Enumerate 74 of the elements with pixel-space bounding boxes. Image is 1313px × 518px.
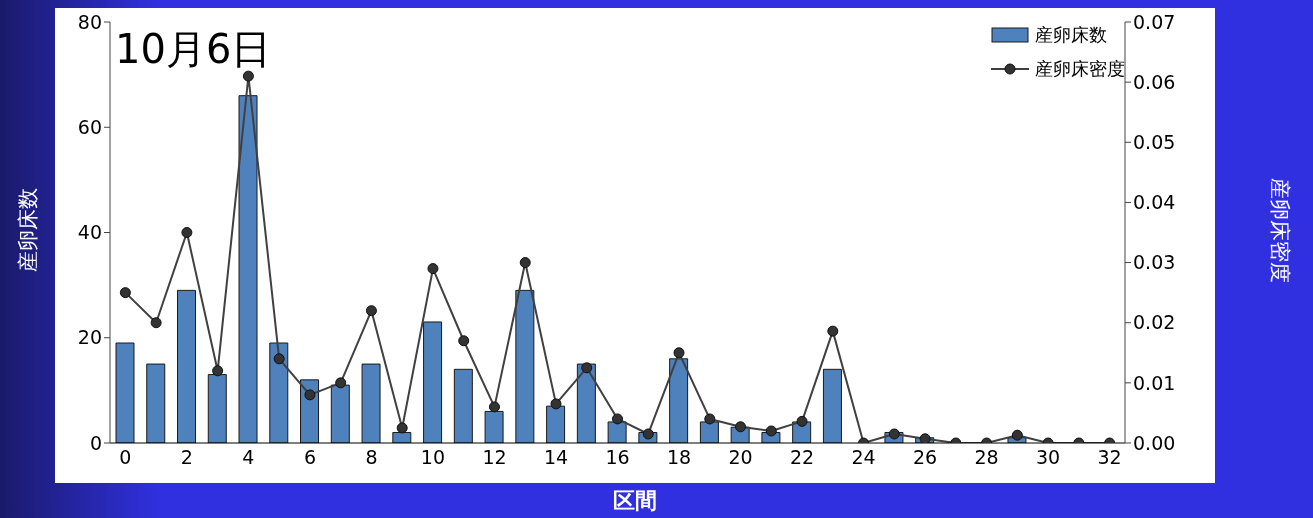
x-tick-label: 12 <box>482 446 507 469</box>
x-tick-label: 14 <box>543 446 569 469</box>
bar <box>822 368 842 443</box>
x-tick-label: 6 <box>303 446 316 469</box>
y-tick-label: 20 <box>77 326 102 349</box>
y-axis-title: 産卵床数 <box>15 188 41 272</box>
x-tick-label: 26 <box>912 446 938 469</box>
point <box>273 353 285 365</box>
point <box>704 413 716 425</box>
point <box>396 422 408 434</box>
bar <box>146 363 166 443</box>
point <box>765 425 777 437</box>
point <box>427 263 439 275</box>
point <box>488 401 500 413</box>
y-tick-label: 0 <box>89 431 102 454</box>
x-tick-label: 30 <box>1036 446 1061 469</box>
y2-tick-label: 0.04 <box>1133 191 1176 214</box>
point <box>119 287 131 299</box>
x-tick-label: 18 <box>666 446 692 469</box>
bar <box>177 289 197 443</box>
x-tick-label: 28 <box>974 446 999 469</box>
x-tick-label: 22 <box>789 446 815 469</box>
point <box>181 227 193 238</box>
point <box>642 428 654 440</box>
point <box>827 325 839 337</box>
point <box>212 365 224 377</box>
y2-tick-label: 0.07 <box>1133 10 1176 33</box>
y2-tick-label: 0.06 <box>1133 70 1176 93</box>
bar <box>361 363 381 443</box>
point <box>458 335 470 347</box>
point <box>150 317 162 329</box>
x-tick-label: 32 <box>1097 446 1122 469</box>
x-tick-label: 4 <box>242 446 255 469</box>
y2-tick-label: 0.03 <box>1133 251 1176 274</box>
y2-axis-title: 産卵床密度 <box>1267 177 1293 283</box>
point <box>242 70 254 82</box>
point <box>304 389 316 401</box>
y-tick-label: 80 <box>77 10 102 33</box>
point <box>612 413 623 425</box>
x-tick-label: 16 <box>605 446 630 469</box>
y-tick-label: 60 <box>77 116 102 138</box>
point <box>796 415 808 427</box>
x-tick-label: 10 <box>420 446 446 469</box>
x-tick-label: 0 <box>119 446 132 469</box>
point <box>581 362 593 374</box>
x-tick-label: 20 <box>728 446 753 469</box>
point <box>1011 429 1023 441</box>
point <box>673 347 685 359</box>
chart-title: 10月6日 <box>115 25 272 74</box>
y2-tick-label: 0.05 <box>1133 131 1176 154</box>
y2-tick-label: 0.02 <box>1133 311 1176 334</box>
x-tick-label: 8 <box>365 446 378 469</box>
legend-label: 産卵床数 <box>1035 23 1107 47</box>
bar <box>269 342 289 443</box>
point <box>335 377 347 389</box>
bar <box>238 95 258 443</box>
point <box>888 428 900 440</box>
x-tick-label: 2 <box>180 446 193 469</box>
y-tick-label: 40 <box>77 221 102 244</box>
y2-tick-label: 0.00 <box>1133 431 1176 454</box>
y2-tick-label: 0.01 <box>1133 371 1176 394</box>
point <box>919 433 931 443</box>
point <box>550 398 562 410</box>
legend-label: 産卵床密度 <box>1035 57 1125 81</box>
bar <box>576 363 596 443</box>
point <box>365 305 377 317</box>
bar <box>115 342 135 443</box>
point <box>735 421 747 433</box>
point <box>519 257 531 269</box>
x-tick-label: 24 <box>851 446 876 469</box>
bar <box>515 289 535 443</box>
bar <box>423 321 443 443</box>
bar <box>453 368 473 443</box>
x-axis-title: 区間 <box>612 487 658 515</box>
